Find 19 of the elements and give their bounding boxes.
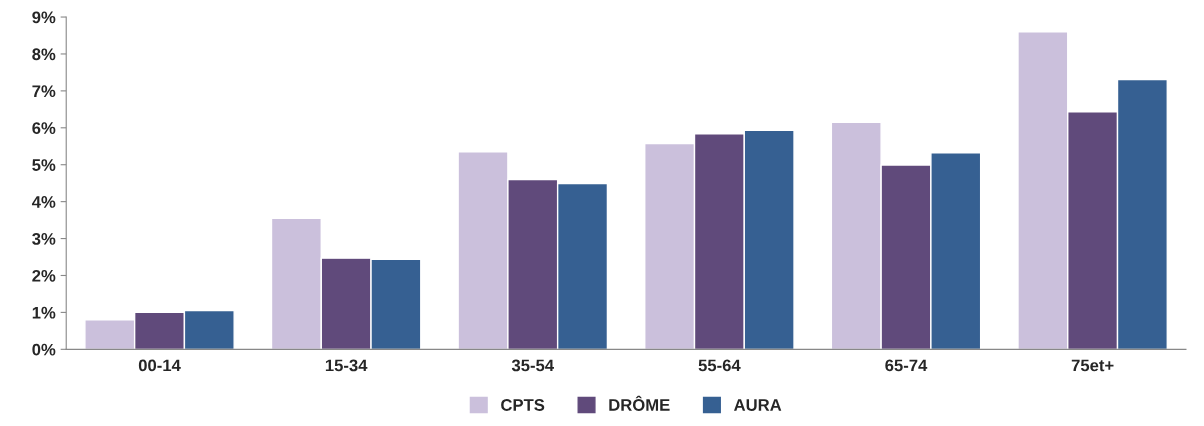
y-tick-label: 2% — [32, 269, 56, 282]
x-tick-label: 35-54 — [511, 359, 554, 372]
y-tick-label: 9% — [32, 11, 56, 24]
x-tick-label: 55-64 — [698, 359, 741, 372]
y-tick-label: 5% — [32, 159, 56, 171]
x-tick-label: 75et+ — [1071, 359, 1114, 372]
x-tick-label: 15-34 — [325, 359, 368, 372]
y-tick-label: 8% — [32, 48, 56, 61]
y-tick-label: 1% — [32, 306, 56, 319]
x-tick-label: 65-74 — [885, 359, 928, 372]
legend-label: AURA — [734, 399, 782, 411]
x-tick-label: 00-14 — [138, 359, 181, 372]
legend-label: DRÔME — [609, 395, 670, 411]
y-tick-label: 7% — [32, 85, 56, 98]
y-tick-label: 4% — [31, 196, 56, 208]
y-tick-label: 0% — [32, 343, 56, 356]
legend-label: CPTS — [501, 399, 545, 411]
y-tick-label: 3% — [32, 232, 56, 245]
y-tick-label: 6% — [32, 122, 56, 134]
